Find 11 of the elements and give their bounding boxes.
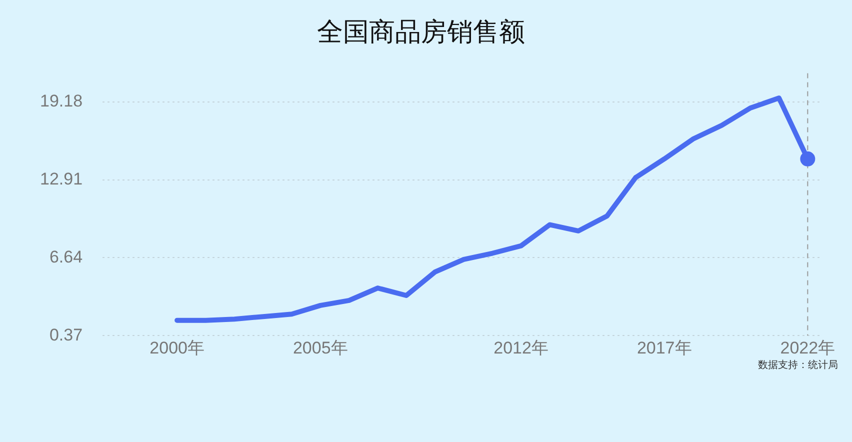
text: 数据支持：统计局 xyxy=(758,358,838,372)
y-tick-label: 6.64 xyxy=(49,247,83,266)
x-tick-label: 2000年 xyxy=(150,338,204,358)
y-tick-label: 12.91 xyxy=(40,170,83,189)
x-tick-label: 2005年 xyxy=(292,338,348,358)
y-tick-label: 0.37 xyxy=(49,325,83,344)
y-tick-label: 19.18 xyxy=(40,92,83,111)
x-tick-label: 2017年 xyxy=(636,338,692,358)
x-tick-label: 2012年 xyxy=(494,338,548,358)
chart-title: 全国商品房销售额 xyxy=(317,17,525,48)
x-tick-label: 2022年 xyxy=(780,338,836,358)
